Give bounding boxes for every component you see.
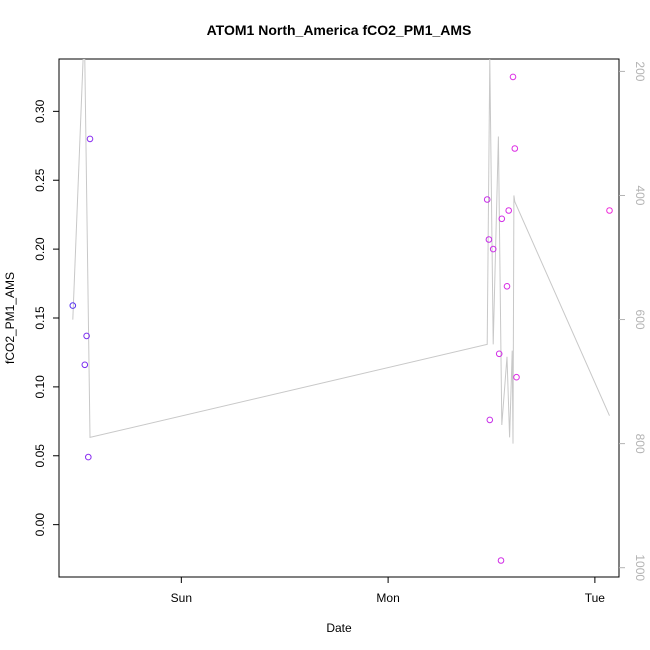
data-point — [497, 557, 505, 564]
data-point — [486, 416, 494, 424]
data-point — [503, 283, 511, 290]
x-tick-label: Tue — [585, 591, 606, 605]
data-point — [513, 373, 520, 381]
right-tick-label: 600 — [633, 310, 647, 330]
right-tick-label: 200 — [633, 61, 647, 81]
y-tick-label: 0.25 — [33, 168, 47, 192]
right-tick-label: 800 — [633, 434, 647, 454]
y-tick-label: 0.05 — [33, 444, 47, 468]
y-axis-label: fCO2_PM1_AMS — [3, 272, 17, 364]
y-tick-label: 0.10 — [33, 375, 47, 399]
data-point — [69, 302, 77, 309]
plot-area: 0.00 0.05 0.10 0.15 0.20 0.25 0.30 200 400 600 800… — [33, 58, 647, 605]
data-point — [495, 350, 503, 358]
data-point — [83, 332, 90, 340]
chart-title: ATOM1 North_America fCO2_PM1_AMS — [207, 22, 472, 38]
y-tick-label: 0.00 — [33, 513, 47, 537]
y-tick-label: 0.20 — [33, 237, 47, 261]
data-point — [511, 145, 519, 152]
data-point — [85, 453, 92, 461]
x-tick-label: Sun — [171, 591, 192, 605]
data-point — [509, 73, 517, 81]
data-point — [483, 196, 491, 203]
y-tick-label: 0.15 — [33, 306, 47, 330]
right-tick-label: 400 — [633, 185, 647, 205]
right-tick-label: 1000 — [633, 554, 647, 581]
x-tick-label: Mon — [376, 591, 399, 605]
y-tick-label: 0.30 — [33, 99, 47, 123]
data-point — [485, 236, 493, 243]
data-point — [498, 215, 506, 223]
plot-frame — [58, 58, 620, 578]
pressure-line — [72, 59, 610, 444]
data-point — [81, 361, 89, 369]
data-point — [489, 245, 497, 253]
x-axis-label: Date — [326, 621, 352, 635]
data-point — [505, 207, 513, 214]
data-point — [606, 207, 613, 214]
data-point — [86, 135, 94, 143]
